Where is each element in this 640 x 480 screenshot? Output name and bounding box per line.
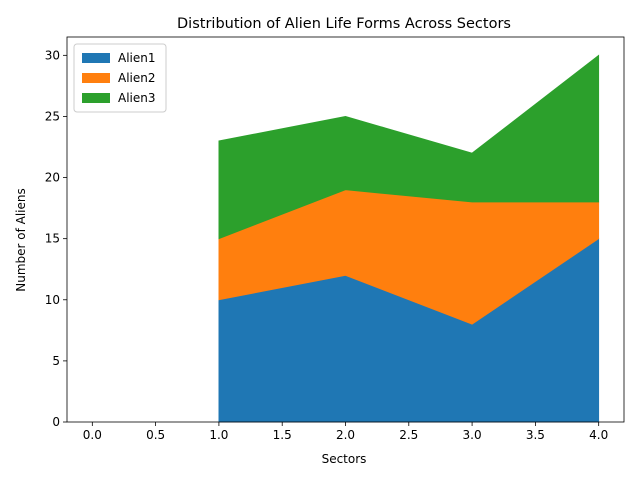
y-tick-label: 5 <box>52 354 60 368</box>
legend-label-alien2: Alien2 <box>118 71 156 85</box>
legend-swatch-alien3 <box>82 93 110 103</box>
legend-swatch-alien1 <box>82 53 110 63</box>
x-axis-title: Sectors <box>322 452 367 466</box>
legend-swatch-alien2 <box>82 73 110 83</box>
y-tick-label: 10 <box>45 293 60 307</box>
x-axis-ticks: 0.0 0.5 1.0 1.5 2.0 2.5 3.0 3.5 4.0 <box>83 422 608 442</box>
x-tick-label: 2.5 <box>399 428 418 442</box>
y-tick-label: 20 <box>45 171 60 185</box>
x-tick-label: 0.0 <box>83 428 102 442</box>
y-tick-label: 25 <box>45 109 60 123</box>
y-axis-ticks: 0 5 10 15 20 25 30 <box>45 48 67 429</box>
legend-label-alien1: Alien1 <box>118 51 156 65</box>
y-axis-title: Number of Aliens <box>14 188 28 292</box>
legend: Alien1 Alien2 Alien3 <box>73 43 167 113</box>
x-tick-label: 3.5 <box>526 428 545 442</box>
legend-label-alien3: Alien3 <box>118 91 156 105</box>
y-tick-label: 15 <box>45 232 60 246</box>
x-tick-label: 1.0 <box>209 428 228 442</box>
x-tick-label: 3.0 <box>463 428 482 442</box>
x-tick-label: 4.0 <box>589 428 608 442</box>
chart-title: Distribution of Alien Life Forms Across … <box>177 16 511 32</box>
x-tick-label: 1.5 <box>273 428 292 442</box>
x-tick-label: 0.5 <box>146 428 165 442</box>
x-tick-label: 2.0 <box>336 428 355 442</box>
y-tick-label: 0 <box>52 415 60 429</box>
y-tick-label: 30 <box>45 48 60 62</box>
area-series-group <box>218 54 600 423</box>
area-alien3 <box>218 54 600 240</box>
